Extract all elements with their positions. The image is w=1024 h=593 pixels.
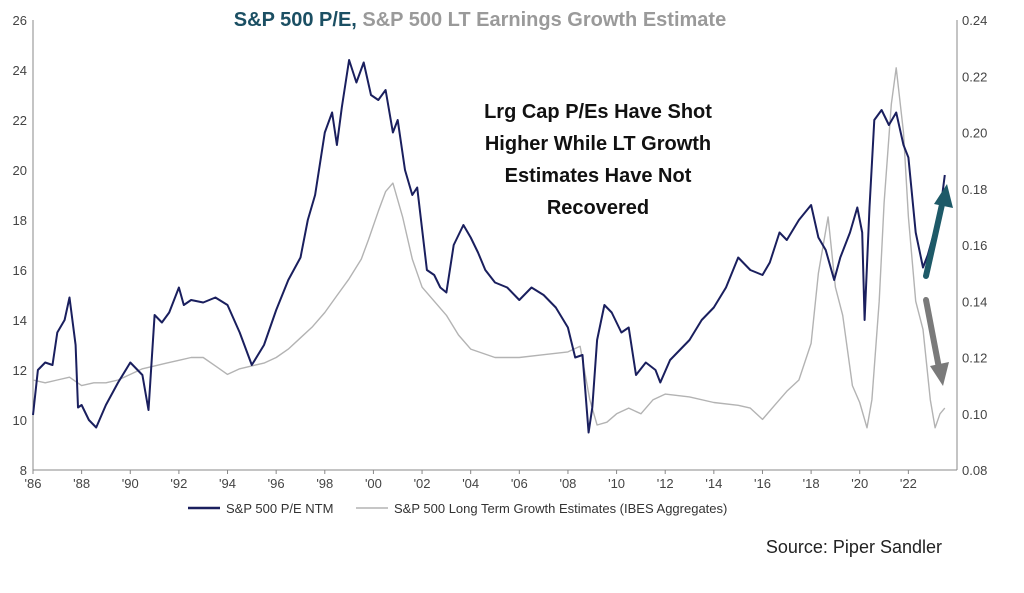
chart-title: S&P 500 P/E, S&P 500 LT Earnings Growth … (234, 9, 726, 31)
left-y-tick-labels: 8 10 12 14 16 18 20 22 24 26 (13, 13, 27, 478)
x-tick-label: '12 (657, 476, 674, 491)
x-tick-label: '98 (316, 476, 333, 491)
annotation-line-1: Lrg Cap P/Es Have Shot (484, 101, 712, 123)
source-label: Source: Piper Sandler (766, 537, 942, 557)
annotation-text: Lrg Cap P/Es Have Shot Higher While LT G… (484, 101, 712, 219)
right-y-tick-label: 0.22 (962, 69, 987, 84)
left-y-tick-label: 12 (13, 363, 27, 378)
x-tick-label: '06 (511, 476, 528, 491)
right-y-axis: 0.08 0.10 0.12 0.14 0.16 0.18 0.20 0.22 0.24 (956, 13, 987, 478)
left-y-tick-label: 10 (13, 413, 27, 428)
right-y-tick-label: 0.14 (962, 294, 987, 309)
right-y-tick-label: 0.08 (962, 463, 987, 478)
left-y-tick-label: 16 (13, 263, 27, 278)
legend-label-pe: S&P 500 P/E NTM (226, 501, 333, 516)
right-y-tick-label: 0.12 (962, 351, 987, 366)
x-tick-label: '02 (414, 476, 431, 491)
x-tick-label: '20 (851, 476, 868, 491)
series-line-growth (32, 67, 946, 429)
left-y-tick-label: 22 (13, 113, 27, 128)
right-y-tick-labels: 0.08 0.10 0.12 0.14 0.16 0.18 0.20 0.22 0.24 (962, 13, 987, 478)
left-y-tick-label: 14 (13, 313, 27, 328)
right-y-tick-label: 0.16 (962, 238, 987, 253)
left-y-tick-label: 8 (20, 463, 27, 478)
x-tick-label: '86 (25, 476, 42, 491)
annotation-line-4: Recovered (547, 197, 649, 219)
right-y-tick-label: 0.20 (962, 126, 987, 141)
arrow-down-shaft (923, 297, 942, 371)
right-y-tick-label: 0.24 (962, 13, 987, 28)
left-y-tick-label: 20 (13, 163, 27, 178)
arrow-up-shaft (923, 197, 946, 279)
x-tick-label: '04 (462, 476, 479, 491)
left-y-tick-label: 24 (13, 63, 27, 78)
x-tick-label: '92 (170, 476, 187, 491)
x-tick-label: '14 (705, 476, 722, 491)
arrow-down (923, 297, 949, 386)
series-line-pe (32, 59, 946, 434)
legend-label-growth: S&P 500 Long Term Growth Estimates (IBES… (394, 501, 727, 516)
x-tick-label: '22 (900, 476, 917, 491)
x-tick-label: '96 (268, 476, 285, 491)
x-tick-labels: '86 '88 '90 '92 '94 '96 '98 '00 '02 '04 '06 '08 '10 '… (25, 470, 917, 491)
annotation-line-3: Estimates Have Not (505, 165, 692, 187)
x-tick-label: '18 (803, 476, 820, 491)
x-tick-label: '00 (365, 476, 382, 491)
left-y-tick-label: 26 (13, 13, 27, 28)
left-y-axis: 8 10 12 14 16 18 20 22 24 26 (13, 13, 34, 478)
x-tick-label: '08 (559, 476, 576, 491)
arrow-up-head (934, 184, 953, 208)
x-tick-label: '10 (608, 476, 625, 491)
x-tick-label: '90 (122, 476, 139, 491)
x-axis: '86 '88 '90 '92 '94 '96 '98 '00 '02 '04 '06 '08 '10 '… (25, 469, 957, 491)
right-y-tick-label: 0.18 (962, 182, 987, 197)
x-tick-label: '94 (219, 476, 236, 491)
right-y-tick-label: 0.10 (962, 407, 987, 422)
legend: S&P 500 P/E NTM S&P 500 Long Term Growth… (188, 501, 727, 516)
x-tick-label: '16 (754, 476, 771, 491)
chart-title-growth: S&P 500 LT Earnings Growth Estimate (357, 9, 726, 31)
arrow-up (923, 184, 953, 279)
arrow-down-head (930, 362, 949, 386)
chart-title-pe: S&P 500 P/E, (234, 9, 357, 31)
left-y-tick-label: 18 (13, 213, 27, 228)
annotation-line-2: Higher While LT Growth (485, 133, 711, 155)
x-tick-label: '88 (73, 476, 90, 491)
